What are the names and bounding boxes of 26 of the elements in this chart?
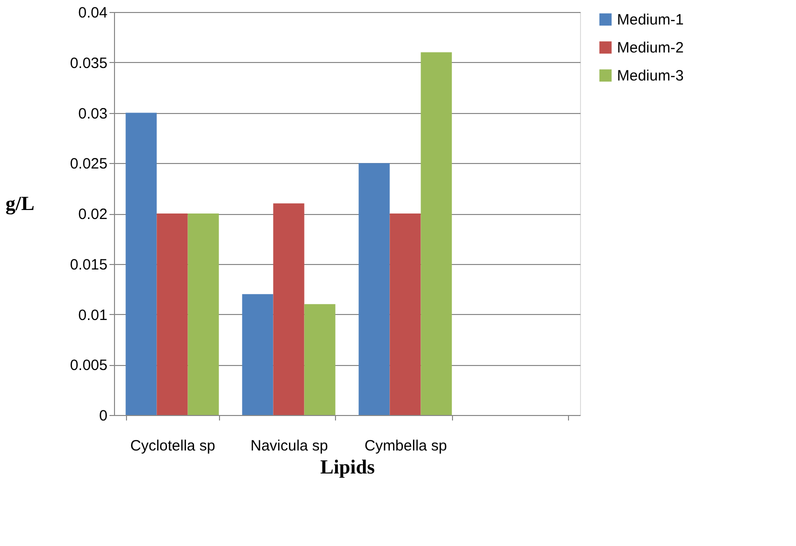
y-tick-label: 0.015 — [70, 256, 108, 274]
bar — [126, 112, 157, 415]
y-tick-label: 0.005 — [70, 357, 108, 374]
y-tick-label: 0 — [99, 408, 108, 424]
bar — [188, 214, 219, 415]
x-tick-label: Cyclotella sp — [130, 438, 216, 454]
bar — [420, 52, 452, 415]
y-tick-label: 0.02 — [78, 206, 108, 223]
legend-label: Medium-3 — [617, 68, 684, 84]
y-tick-label: 0.025 — [70, 156, 108, 173]
x-tick-label: Cymbella sp — [364, 438, 448, 454]
bar — [273, 203, 304, 415]
bar — [156, 214, 188, 415]
legend-label: Medium-1 — [617, 12, 684, 28]
bar — [304, 304, 336, 415]
bar — [358, 163, 390, 415]
x-tick-label: Navicula sp — [250, 438, 328, 454]
x-axis-title: Lipids — [320, 456, 375, 478]
y-tick-label: 0.01 — [78, 306, 108, 324]
bar — [390, 214, 421, 415]
y-tick-label: 0.035 — [70, 54, 108, 72]
legend-label: Medium-2 — [617, 40, 684, 56]
y-tick-label: 0.03 — [78, 105, 108, 122]
y-axis-title: g/L — [6, 193, 34, 215]
bar — [242, 294, 274, 415]
y-tick-label: 0.04 — [78, 4, 108, 22]
